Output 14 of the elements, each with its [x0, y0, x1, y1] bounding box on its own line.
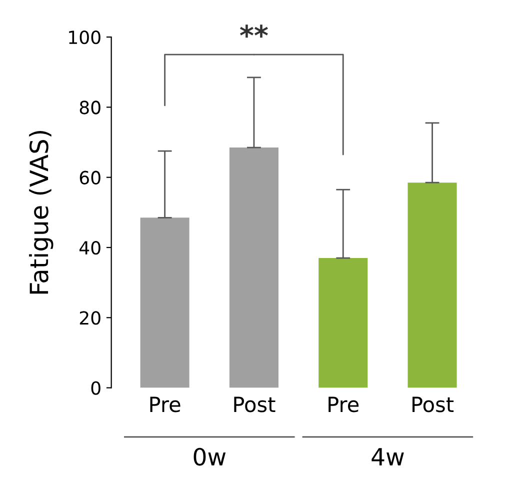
- y-tick-label: 100: [69, 30, 100, 44]
- x-tick-label: Post: [234, 396, 276, 412]
- x-tick-label: Post: [412, 396, 454, 412]
- text: 4w: [372, 448, 404, 466]
- annotation: **: [240, 24, 268, 38]
- x-tick-label: Pre: [150, 396, 180, 412]
- x-tick-label: Pre: [328, 396, 359, 412]
- y-axis-title: Fatigue (VAS): [29, 130, 54, 294]
- y-tick-label: 60: [80, 170, 100, 184]
- y-tick-label: 80: [80, 100, 100, 114]
- y-tick-label: 40: [80, 240, 100, 255]
- text: 0w: [194, 448, 226, 466]
- y-tick-label: 0: [91, 381, 100, 395]
- y-tick-label: 20: [80, 311, 100, 325]
